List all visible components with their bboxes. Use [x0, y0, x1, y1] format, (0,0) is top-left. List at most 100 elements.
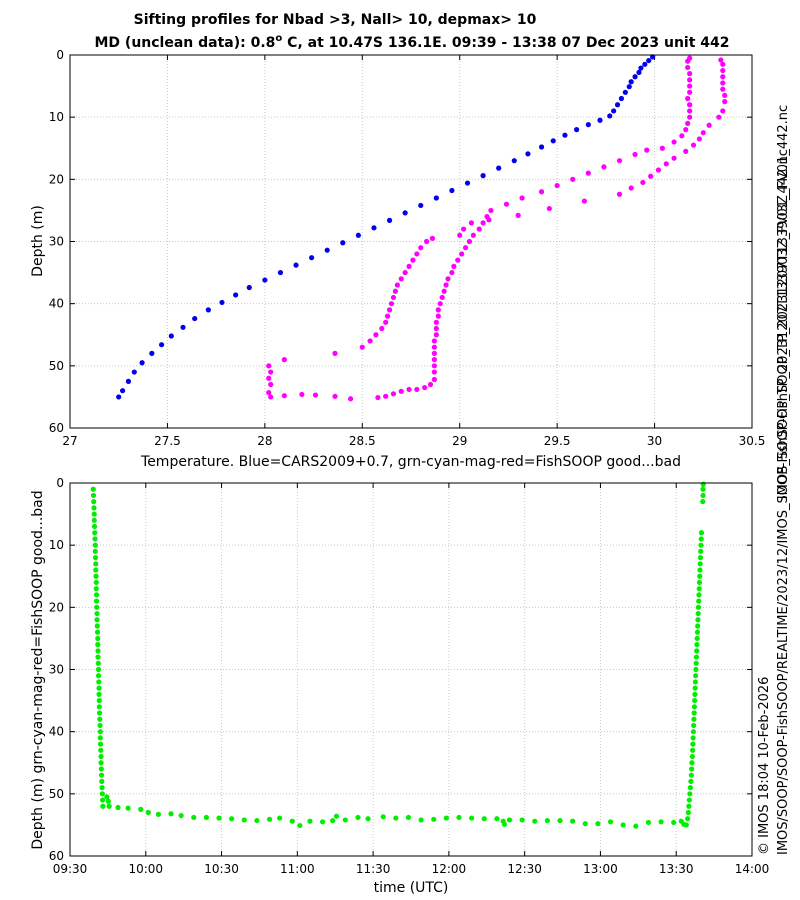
bottom-data-point: [91, 523, 98, 530]
bottom-data-point: [93, 561, 99, 567]
bottom-data-point: [692, 679, 699, 685]
top-data-point: [687, 83, 693, 89]
top-data-point: [375, 394, 381, 401]
bottom-data-point: [97, 722, 103, 729]
bottom-data-point: [693, 666, 699, 673]
top-data-point: [131, 369, 137, 375]
top-data-point: [431, 344, 437, 350]
bottom-ytick-label: 60: [49, 849, 64, 863]
top-data-point: [480, 220, 486, 226]
bottom-data-point: [93, 567, 99, 573]
top-data-point: [616, 191, 623, 197]
top-data-point: [299, 391, 305, 398]
bottom-data-point: [696, 592, 702, 598]
top-xtick-label: 27: [62, 434, 77, 448]
bottom-data-point: [658, 819, 664, 825]
bottom-data-point: [319, 819, 326, 825]
top-data-point: [390, 294, 397, 301]
top-data-point: [700, 130, 706, 136]
bottom-data-point: [98, 772, 105, 778]
top-data-point: [687, 89, 693, 95]
top-data-point: [655, 167, 662, 173]
bottom-data-point: [691, 722, 697, 729]
top-data-point: [720, 61, 726, 67]
top-ytick-label: 50: [49, 359, 64, 373]
top-data-point: [402, 210, 408, 216]
top-data-point: [355, 232, 361, 238]
top-data-point: [332, 350, 338, 356]
top-data-point: [585, 170, 591, 176]
top-data-point: [638, 65, 644, 71]
bottom-data-point: [698, 542, 704, 548]
top-data-point: [720, 67, 726, 74]
top-data-point: [480, 173, 486, 179]
top-data-point: [685, 95, 691, 102]
bottom-data-point: [456, 814, 462, 821]
top-data-point: [720, 108, 726, 114]
top-data-point: [476, 226, 482, 232]
bottom-data-point: [90, 486, 96, 492]
top-data-point: [281, 393, 287, 399]
bottom-data-point: [168, 811, 174, 817]
bottom-data-point: [695, 610, 701, 617]
top-data-point: [554, 182, 560, 189]
top-data-point: [597, 117, 603, 123]
bottom-data-point: [96, 685, 102, 691]
bottom-data-point: [690, 735, 696, 741]
chart-title-line-2: MD (unclean data): 0.8o C, at 10.47S 136…: [95, 33, 730, 51]
bottom-data-point: [595, 821, 601, 827]
top-data-point: [671, 155, 677, 161]
top-data-point: [550, 138, 556, 144]
bottom-data-point: [689, 760, 695, 766]
top-data-point: [570, 176, 576, 182]
top-data-point: [646, 57, 652, 64]
bottom-data-point: [698, 536, 704, 542]
top-data-point: [433, 195, 439, 201]
bottom-data-point: [690, 741, 696, 747]
top-data-point: [462, 245, 469, 251]
bottom-data-point: [693, 654, 700, 660]
top-data-point: [515, 212, 521, 218]
top-data-point: [332, 393, 338, 399]
top-data-point: [519, 195, 525, 201]
top-data-point: [455, 257, 461, 263]
bottom-data-point: [97, 716, 103, 722]
bottom-data-point: [685, 809, 691, 816]
bottom-ytick-label: 10: [49, 538, 64, 552]
top-data-point: [192, 315, 198, 322]
top-data-point: [437, 301, 443, 307]
bottom-data-point: [686, 803, 692, 809]
top-data-point: [650, 54, 656, 60]
bottom-data-point: [91, 511, 97, 517]
top-data-point: [464, 180, 471, 186]
bottom-data-point: [671, 819, 677, 826]
bottom-data-point: [694, 635, 700, 642]
top-data-point: [277, 269, 284, 276]
bottom-data-point: [95, 673, 102, 679]
top-data-point: [687, 55, 693, 61]
bottom-data-point: [98, 753, 104, 760]
top-ytick-label: 20: [49, 172, 64, 186]
top-data-point: [632, 74, 638, 80]
chart-title-line-2-post: C, at 10.47S 136.1E. 09:39 - 13:38 07 De…: [282, 35, 729, 51]
top-data-point: [607, 113, 613, 119]
bottom-plot-frame: [69, 482, 753, 857]
bottom-data-point: [96, 710, 103, 716]
top-data-point: [266, 389, 272, 396]
bottom-data-point: [694, 629, 701, 635]
bottom-data-point: [697, 567, 703, 573]
bottom-data-point: [691, 710, 697, 716]
bottom-data-point: [203, 814, 209, 821]
top-plot-frame: [69, 54, 753, 429]
top-data-point: [383, 393, 389, 399]
top-data-point: [431, 369, 437, 375]
bottom-data-point: [97, 729, 103, 735]
top-data-point: [367, 338, 373, 344]
top-data-point: [402, 269, 408, 276]
top-data-point: [459, 251, 465, 257]
bottom-data-point: [92, 548, 98, 554]
top-data-point: [628, 79, 634, 85]
top-data-point: [687, 114, 693, 120]
top-data-point: [690, 142, 697, 148]
bottom-data-point: [95, 654, 101, 660]
